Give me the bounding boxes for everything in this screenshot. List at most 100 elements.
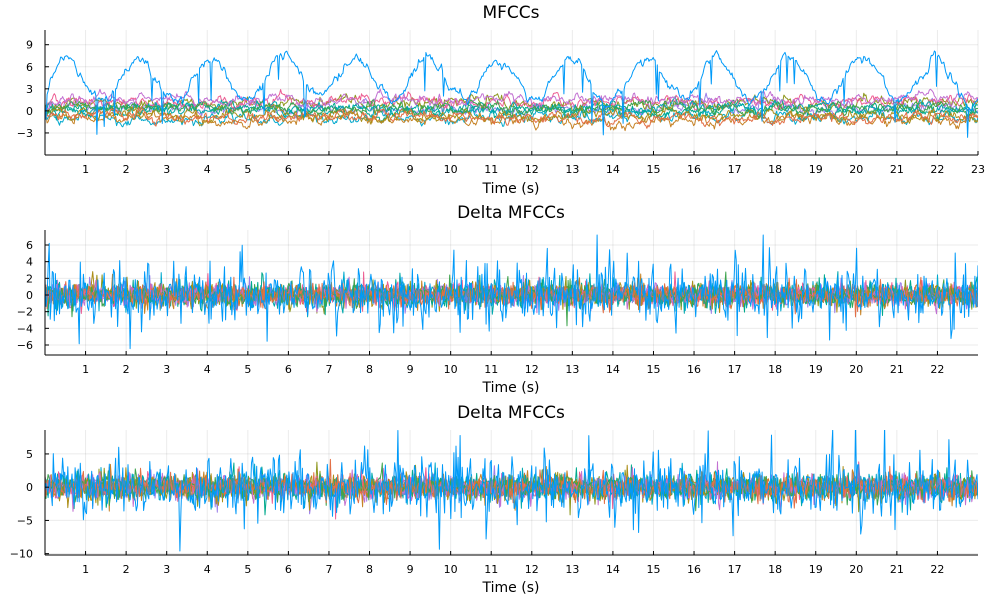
y-tick-label: 2 [26,272,33,285]
y-tick-label: −3 [17,127,33,140]
x-tick-label: 7 [325,163,332,176]
x-tick-label: 20 [849,163,863,176]
x-tick-label: 10 [444,163,458,176]
y-tick-label: 9 [26,39,33,52]
x-tick-label: 13 [565,163,579,176]
x-tick-label: 22 [930,363,944,376]
x-tick-label: 16 [687,563,701,576]
tick-labels: 1 2 3 4 5 6 7 8 9 10 11 12 13 14 15 16 17 18 19 20 21 22−10−5… [10,448,945,576]
series-line-1 [45,234,978,350]
x-axis-label: Time (s) [482,181,540,197]
x-tick-label: 14 [606,563,620,576]
series-line-1 [45,50,978,138]
x-tick-label: 16 [687,363,701,376]
x-tick-label: 5 [244,363,251,376]
delta-delta-mfcc-panel: Delta MFCCs 1 2 3 4 5 6 7 8 9 10 11 12 13 14 15 16 17 18 1… [10,403,978,596]
x-tick-label: 19 [809,563,823,576]
x-tick-label: 18 [768,363,782,376]
x-tick-label: 6 [285,363,292,376]
y-tick-label: 5 [26,448,33,461]
x-tick-label: 14 [606,363,620,376]
y-tick-label: 6 [26,61,33,74]
x-tick-label: 18 [768,163,782,176]
chart-title: MFCCs [482,3,539,23]
series-line-3 [45,99,978,119]
series-group [45,430,978,552]
chart-title: Delta MFCCs [457,403,565,423]
y-tick-label: 4 [26,256,33,269]
x-tick-label: 8 [366,163,373,176]
x-tick-label: 2 [123,563,130,576]
x-axis-label: Time (s) [482,380,540,396]
x-tick-label: 17 [728,363,742,376]
x-tick-label: 10 [444,363,458,376]
tick-labels: 1 2 3 4 5 6 7 8 9 10 11 12 13 14 15 16 17 18 19 20 21 22 23−30… [17,39,985,176]
x-tick-label: 3 [163,163,170,176]
x-tick-label: 3 [163,563,170,576]
x-tick-label: 9 [407,163,414,176]
x-tick-label: 17 [728,163,742,176]
axes [44,30,979,156]
x-tick-label: 19 [809,363,823,376]
y-tick-label: −10 [10,548,33,561]
y-tick-label: 0 [26,481,33,494]
y-tick-label: 0 [26,289,33,302]
x-tick-label: 19 [809,163,823,176]
x-tick-label: 5 [244,563,251,576]
x-tick-label: 14 [606,163,620,176]
x-tick-label: 4 [204,563,211,576]
x-tick-label: 20 [849,363,863,376]
axes [44,230,978,356]
x-tick-label: 12 [525,363,539,376]
x-tick-label: 7 [325,563,332,576]
series-line-1 [45,430,978,552]
x-tick-label: 11 [484,163,498,176]
x-tick-label: 11 [484,363,498,376]
x-tick-label: 13 [565,363,579,376]
series-group [45,234,978,350]
x-tick-label: 22 [930,163,944,176]
y-tick-label: 0 [26,105,33,118]
x-tick-label: 13 [565,563,579,576]
x-tick-label: 5 [244,163,251,176]
x-tick-label: 12 [525,563,539,576]
axes [44,430,978,556]
y-tick-label: −2 [17,306,33,319]
x-tick-label: 21 [890,563,904,576]
grid-lines [45,230,978,355]
x-tick-label: 6 [285,563,292,576]
x-tick-label: 9 [407,563,414,576]
x-tick-label: 21 [890,363,904,376]
x-tick-label: 4 [204,163,211,176]
series-line-4 [45,88,978,112]
x-tick-label: 22 [930,563,944,576]
x-tick-label: 1 [82,163,89,176]
x-tick-label: 21 [890,163,904,176]
series-line-6 [45,96,978,121]
x-tick-label: 2 [123,363,130,376]
y-tick-label: −5 [17,514,33,527]
x-tick-label: 9 [407,363,414,376]
delta-mfcc-panel: Delta MFCCs 1 2 3 4 5 6 7 8 9 10 11 12 13 14 15 16 17 18 1… [17,203,978,396]
x-tick-label: 15 [646,163,660,176]
chart-title: Delta MFCCs [457,203,565,223]
series-group [45,50,978,138]
series-line-9 [45,98,978,124]
x-tick-label: 20 [849,563,863,576]
x-tick-label: 16 [687,163,701,176]
x-tick-label: 10 [444,563,458,576]
x-tick-label: 7 [325,363,332,376]
y-tick-label: −4 [17,322,33,335]
x-tick-label: 2 [123,163,130,176]
x-tick-label: 4 [204,363,211,376]
tick-labels: 1 2 3 4 5 6 7 8 9 10 11 12 13 14 15 16 17 18 19 20 21 22−6−4−… [17,239,945,376]
x-tick-label: 23 [971,163,985,176]
mfcc-panel: MFCCs 1 2 3 4 5 6 7 8 9 10 11 12 13 14 15 16 17 18 19 20 21 2… [17,3,985,197]
x-tick-label: 15 [646,563,660,576]
x-tick-label: 18 [768,563,782,576]
x-tick-label: 1 [82,563,89,576]
y-tick-label: −6 [17,339,33,352]
x-tick-label: 1 [82,363,89,376]
x-tick-label: 12 [525,163,539,176]
